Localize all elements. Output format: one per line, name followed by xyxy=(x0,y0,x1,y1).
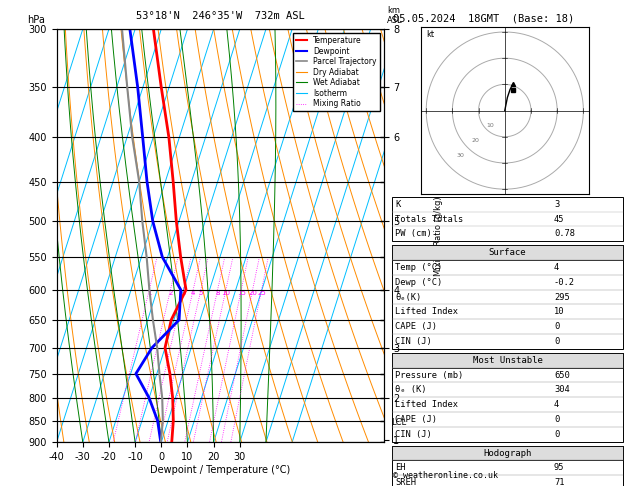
Text: 8: 8 xyxy=(215,290,220,296)
Text: 71: 71 xyxy=(554,478,564,486)
Text: θₑ(K): θₑ(K) xyxy=(395,293,421,302)
Text: 650: 650 xyxy=(554,370,570,380)
Text: 20: 20 xyxy=(248,290,257,296)
Text: 10: 10 xyxy=(486,123,494,128)
Text: Temp (°C): Temp (°C) xyxy=(395,263,442,272)
Text: CAPE (J): CAPE (J) xyxy=(395,415,437,424)
Text: Lifted Index: Lifted Index xyxy=(395,307,458,316)
Text: 2: 2 xyxy=(168,290,172,296)
Text: 4: 4 xyxy=(554,263,559,272)
Text: 10: 10 xyxy=(221,290,230,296)
X-axis label: Dewpoint / Temperature (°C): Dewpoint / Temperature (°C) xyxy=(150,465,290,475)
Text: CIN (J): CIN (J) xyxy=(395,337,431,346)
Text: 295: 295 xyxy=(554,293,570,302)
Text: hPa: hPa xyxy=(27,15,45,25)
Text: CAPE (J): CAPE (J) xyxy=(395,322,437,331)
Text: 3: 3 xyxy=(554,200,559,209)
Text: Pressure (mb): Pressure (mb) xyxy=(395,370,464,380)
Text: θₑ (K): θₑ (K) xyxy=(395,385,426,395)
Text: kt: kt xyxy=(426,30,434,39)
Text: SREH: SREH xyxy=(395,478,416,486)
Text: 25: 25 xyxy=(257,290,266,296)
Y-axis label: Mixing Ratio (g/kg): Mixing Ratio (g/kg) xyxy=(435,196,443,276)
Text: 20: 20 xyxy=(471,138,479,143)
Text: 4: 4 xyxy=(554,400,559,409)
Text: © weatheronline.co.uk: © weatheronline.co.uk xyxy=(393,471,498,480)
Text: 45: 45 xyxy=(554,214,564,224)
Text: 0: 0 xyxy=(554,415,559,424)
Text: 5: 5 xyxy=(199,290,203,296)
Text: 304: 304 xyxy=(554,385,570,395)
Text: Surface: Surface xyxy=(489,248,526,257)
Text: 30: 30 xyxy=(457,153,464,157)
Legend: Temperature, Dewpoint, Parcel Trajectory, Dry Adiabat, Wet Adiabat, Isotherm, Mi: Temperature, Dewpoint, Parcel Trajectory… xyxy=(292,33,380,111)
Text: Most Unstable: Most Unstable xyxy=(472,356,543,365)
Text: 15: 15 xyxy=(237,290,246,296)
Text: 95: 95 xyxy=(554,463,564,472)
Text: 3: 3 xyxy=(181,290,186,296)
Text: EH: EH xyxy=(395,463,406,472)
Text: 1: 1 xyxy=(147,290,152,296)
Text: CIN (J): CIN (J) xyxy=(395,430,431,439)
Text: 4: 4 xyxy=(191,290,196,296)
Text: 53°18'N  246°35'W  732m ASL: 53°18'N 246°35'W 732m ASL xyxy=(136,11,304,21)
Text: LCL: LCL xyxy=(391,418,406,428)
Text: km
ASL: km ASL xyxy=(387,6,403,25)
Text: 0: 0 xyxy=(554,337,559,346)
Text: Hodograph: Hodograph xyxy=(484,449,532,458)
Text: 10: 10 xyxy=(554,307,564,316)
Text: Lifted Index: Lifted Index xyxy=(395,400,458,409)
Text: Dewp (°C): Dewp (°C) xyxy=(395,278,442,287)
Text: K: K xyxy=(395,200,400,209)
Text: -0.2: -0.2 xyxy=(554,278,575,287)
Text: 0.78: 0.78 xyxy=(554,229,575,239)
Text: 0: 0 xyxy=(554,430,559,439)
Text: Totals Totals: Totals Totals xyxy=(395,214,464,224)
Text: 0: 0 xyxy=(554,322,559,331)
Text: 05.05.2024  18GMT  (Base: 18): 05.05.2024 18GMT (Base: 18) xyxy=(393,14,574,24)
Text: PW (cm): PW (cm) xyxy=(395,229,431,239)
